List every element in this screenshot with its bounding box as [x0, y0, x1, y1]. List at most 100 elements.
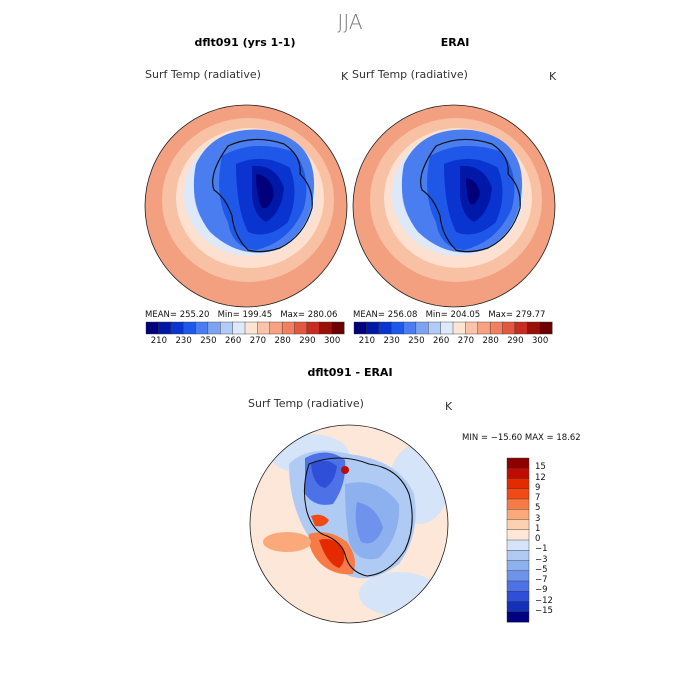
- colorbar-tick-label: 300: [532, 336, 549, 346]
- colorbar-swatch: [319, 321, 333, 335]
- panel3-title: dflt091 - ERAI: [307, 366, 393, 379]
- panel1-title: dflt091 (yrs 1-1): [194, 36, 296, 49]
- panel1-min: Min= 199.45: [217, 310, 273, 320]
- colorbar-swatch: [506, 509, 530, 521]
- panel3-variable: Surf Temp (radiative): [248, 397, 364, 410]
- colorbar-swatch: [506, 560, 530, 572]
- panel2-stats: MEAN= 256.08 Min= 204.05 Max= 279.77: [353, 310, 545, 320]
- colorbar-swatch: [331, 321, 345, 335]
- colorbar-tick-label: 15: [535, 462, 546, 473]
- colorbar-swatch: [294, 321, 308, 335]
- colorbar-swatch: [170, 321, 184, 335]
- panel1-stats: MEAN= 255.20 Min= 199.45 Max= 280.06: [145, 310, 337, 320]
- panel2-units: K: [549, 70, 557, 83]
- colorbar-swatch: [366, 321, 380, 335]
- colorbar-swatch: [477, 321, 491, 335]
- panel1-colorbar: [145, 321, 345, 335]
- colorbar-tick-label: 260: [225, 336, 242, 346]
- colorbar-swatch: [232, 321, 246, 335]
- colorbar-swatch: [145, 321, 159, 335]
- colorbar-swatch: [158, 321, 172, 335]
- colorbar-tick-label: 270: [249, 336, 266, 346]
- panel2-min: Min= 204.05: [425, 310, 481, 320]
- panel1-max: Max= 280.06: [280, 310, 338, 320]
- colorbar-tick-label: 7: [535, 493, 541, 503]
- colorbar-tick-label: 210: [358, 336, 375, 346]
- colorbar-tick-label: −12: [535, 595, 553, 606]
- colorbar-tick-label: 9: [535, 482, 541, 493]
- colorbar-swatch: [514, 321, 528, 335]
- colorbar-tick-label: 300: [324, 336, 341, 346]
- colorbar-tick-label: 5: [535, 503, 541, 514]
- panel2-colorbar: [353, 321, 553, 335]
- colorbar-swatch: [506, 601, 530, 613]
- colorbar-swatch: [182, 321, 197, 335]
- colorbar-swatch: [506, 488, 530, 500]
- panel2-map: [352, 104, 556, 308]
- panel2-variable: Surf Temp (radiative): [352, 68, 468, 81]
- colorbar-tick-label: 210: [150, 336, 167, 346]
- colorbar-swatch: [506, 519, 530, 531]
- colorbar-tick-label: 250: [408, 336, 425, 346]
- colorbar-tick-label: 290: [507, 336, 524, 346]
- panel2-colorbar-labels: 210 230 250 260 270 280 290 300: [354, 336, 552, 348]
- colorbar-swatch: [506, 580, 530, 592]
- colorbar-swatch: [489, 321, 504, 335]
- colorbar-swatch: [506, 468, 530, 480]
- colorbar-swatch: [440, 321, 454, 335]
- colorbar-swatch: [269, 321, 283, 335]
- colorbar-swatch: [452, 321, 466, 335]
- colorbar-swatch: [257, 321, 271, 335]
- colorbar-swatch: [506, 478, 530, 490]
- colorbar-swatch: [465, 321, 479, 335]
- colorbar-swatch: [539, 321, 553, 335]
- panel3-map: [249, 424, 449, 624]
- panel2-max: Max= 279.77: [488, 310, 546, 320]
- colorbar-swatch: [506, 550, 530, 562]
- colorbar-swatch: [506, 570, 530, 582]
- panel3-minmax: MIN = −15.60 MAX = 18.62: [462, 433, 581, 443]
- colorbar-tick-label: −3: [535, 554, 548, 565]
- colorbar-tick-label: −15: [535, 605, 553, 616]
- colorbar-swatch: [502, 321, 516, 335]
- panel1-colorbar-labels: 210 230 250 260 270 280 290 300: [146, 336, 344, 348]
- panel1-mean: MEAN= 255.20: [145, 310, 210, 320]
- colorbar-tick-label: 280: [274, 336, 291, 346]
- colorbar-swatch: [353, 321, 367, 335]
- colorbar-swatch: [244, 321, 258, 335]
- panel3-colorbar-labels: 15 12 9 7 5 3 1 0 −1 −3 −5 −7 −9 −12 −15: [535, 458, 575, 622]
- colorbar-tick-label: 230: [175, 336, 192, 346]
- colorbar-swatch: [506, 529, 530, 541]
- colorbar-swatch: [281, 321, 296, 335]
- colorbar-swatch: [506, 591, 530, 603]
- colorbar-swatch: [390, 321, 405, 335]
- panel1-units: K: [341, 70, 349, 83]
- season-title: JJA: [337, 10, 363, 34]
- colorbar-tick-label: 270: [457, 336, 474, 346]
- colorbar-tick-label: −7: [535, 575, 548, 585]
- colorbar-swatch: [378, 321, 392, 335]
- colorbar-swatch: [506, 539, 530, 551]
- colorbar-swatch: [403, 321, 417, 335]
- colorbar-tick-label: −5: [535, 564, 548, 575]
- colorbar-tick-label: 250: [200, 336, 217, 346]
- colorbar-tick-label: 230: [383, 336, 400, 346]
- panel2-title: ERAI: [440, 36, 470, 49]
- colorbar-swatch: [506, 611, 530, 623]
- colorbar-swatch: [527, 321, 541, 335]
- colorbar-tick-label: 280: [482, 336, 499, 346]
- colorbar-tick-label: −9: [535, 585, 548, 596]
- panel1-map: [144, 104, 348, 308]
- colorbar-swatch: [306, 321, 320, 335]
- colorbar-tick-label: 260: [433, 336, 450, 346]
- colorbar-tick-label: 3: [535, 513, 541, 524]
- panel3-colorbar: [506, 457, 530, 623]
- panel1-variable: Surf Temp (radiative): [145, 68, 261, 81]
- panel3-units: K: [445, 400, 453, 413]
- colorbar-swatch: [506, 498, 530, 510]
- colorbar-tick-label: 1: [535, 523, 541, 534]
- colorbar-swatch: [207, 321, 221, 335]
- colorbar-tick-label: 0: [535, 534, 541, 544]
- colorbar-tick-label: 12: [535, 472, 546, 483]
- colorbar-swatch: [415, 321, 429, 335]
